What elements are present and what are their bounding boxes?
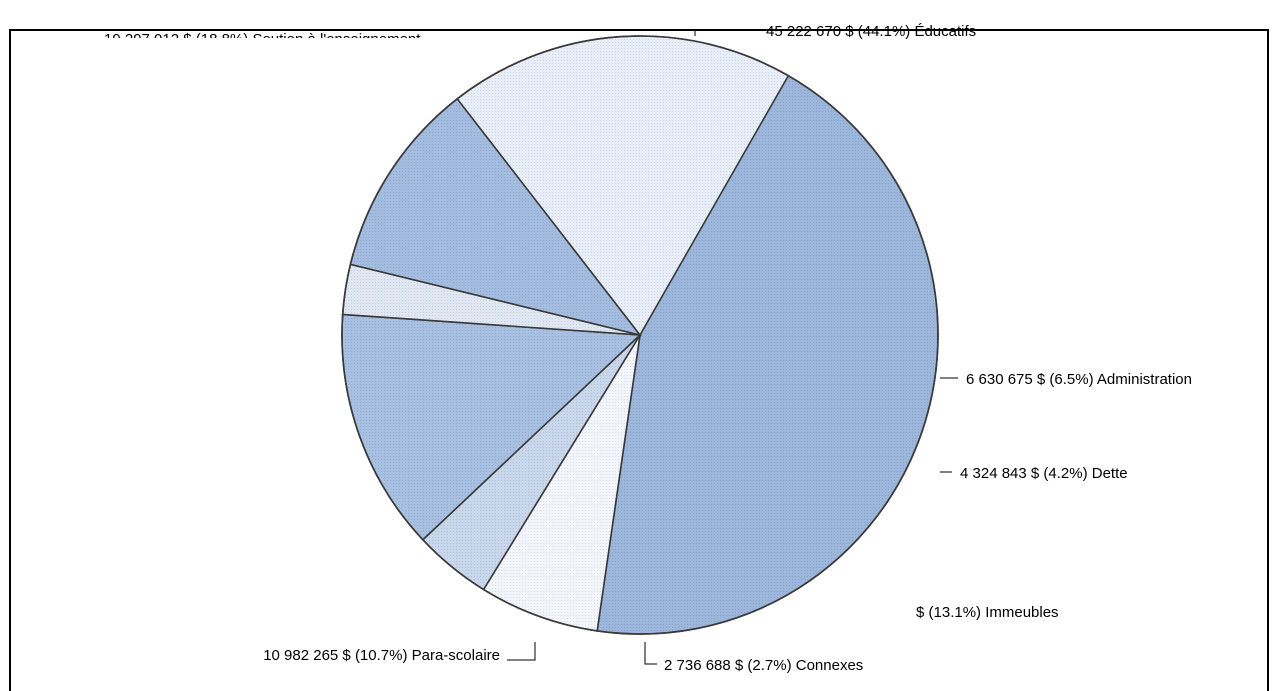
- leader-line: [644, 642, 657, 665]
- slice-label: 2 736 688 $ (2.7%) Connexes: [664, 657, 863, 674]
- slice-labels: 45 222 670 $ (44.1%) Éducatifs 6 630 675 …: [104, 23, 1192, 674]
- pie-slice-texture: [350, 98, 640, 335]
- pie-slice-texture: [483, 335, 640, 631]
- pie-slice-texture: [342, 314, 640, 540]
- chart-frame: [9, 29, 1269, 691]
- slice-label: 10 982 265 $ (10.7%) Para-scolaire: [263, 647, 500, 664]
- top-mask: [0, 0, 1278, 29]
- slice-label: 45 222 670 $ (44.1%) Éducatifs: [766, 23, 976, 40]
- leader-line: [507, 642, 536, 661]
- pie-slices: [341, 35, 939, 635]
- slice-label: $ (13.1%) Immeubles: [916, 604, 1059, 621]
- pie-slice-texture: [457, 36, 789, 336]
- leader-line: [694, 29, 760, 36]
- pie-slice-texture: [422, 335, 640, 590]
- slice-label: 19 297 012 $ (18.8%) Soutien à l'enseign…: [104, 31, 421, 48]
- slice-label: 6 630 675 $ (6.5%) Administration: [966, 371, 1192, 388]
- pie-outline: [341, 35, 939, 635]
- slice-label: 4 324 843 $ (4.2%) Dette: [960, 465, 1128, 482]
- pie-slice-texture: [597, 74, 938, 634]
